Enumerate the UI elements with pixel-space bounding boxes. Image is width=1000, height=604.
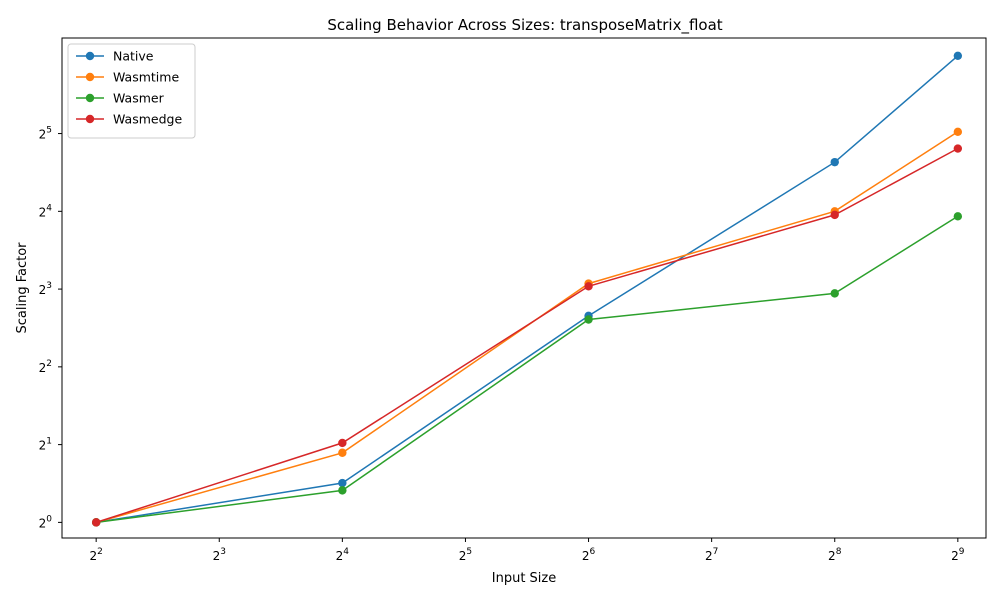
- legend-marker-wasmedge: [85, 114, 95, 124]
- data-point-wasmedge: [338, 438, 347, 448]
- data-point-wasmedge: [91, 518, 101, 527]
- legend-marker-native: [85, 51, 95, 61]
- x-tick-label: 23: [213, 547, 226, 563]
- data-point-wasmedge: [584, 282, 593, 291]
- legend-label-native: Native: [113, 49, 154, 64]
- data-point-native: [953, 51, 963, 60]
- series-native: [91, 51, 963, 527]
- y-tick-label: 21: [39, 437, 52, 453]
- y-tick-label: 22: [39, 359, 52, 375]
- data-point-wasmedge: [953, 144, 963, 153]
- legend: Native Wasmtime Wasmer Wasmedge: [67, 43, 196, 139]
- x-tick-label: 28: [828, 547, 842, 563]
- data-point-native: [338, 478, 347, 488]
- series-wasmer: [91, 212, 963, 527]
- x-tick-label: 27: [705, 547, 718, 563]
- y-tick-label: 23: [39, 281, 52, 297]
- series-line-wasmedge: [95, 147, 959, 524]
- plot-frame: [61, 37, 987, 539]
- series-line-native: [96, 55, 959, 524]
- series-line-wasmtime: [95, 131, 959, 524]
- data-point-wasmer: [953, 212, 963, 221]
- data-point-wasmedge: [830, 210, 839, 220]
- data-point-wasmtime: [338, 448, 347, 457]
- legend-label-wasmtime: Wasmtime: [113, 70, 179, 85]
- x-tick-label: 26: [582, 547, 596, 563]
- legend-marker-wasmer: [85, 93, 95, 103]
- x-tick-label: 25: [459, 547, 472, 563]
- x-tick-label: 24: [336, 547, 350, 563]
- y-tick-label: 25: [39, 126, 52, 142]
- data-point-native: [830, 157, 839, 167]
- y-axis-label: Scaling Factor: [15, 242, 30, 334]
- series-wasmedge: [91, 144, 963, 527]
- legend-marker-wasmtime: [85, 72, 95, 82]
- legend-label-wasmedge: Wasmedge: [113, 112, 182, 127]
- x-tick-label: 22: [89, 547, 102, 563]
- series-layer: [91, 51, 963, 527]
- data-point-wasmer: [830, 289, 839, 298]
- series-wasmtime: [91, 127, 963, 527]
- y-tick-label: 20: [39, 514, 53, 530]
- x-axis: 22 23 24 25 26 27 28 29: [89, 538, 965, 563]
- legend-box: [67, 43, 196, 139]
- data-point-wasmer: [584, 315, 593, 324]
- chart-title: Scaling Behavior Across Sizes: transpose…: [327, 16, 722, 35]
- data-point-wasmer: [338, 486, 347, 495]
- series-line-wasmer: [96, 215, 959, 524]
- y-axis: 20 21 22 23 24 25: [39, 126, 62, 530]
- y-tick-label: 24: [39, 203, 53, 219]
- x-tick-label: 29: [951, 547, 965, 563]
- legend-label-wasmer: Wasmer: [113, 91, 165, 106]
- x-axis-label: Input Size: [492, 571, 556, 586]
- data-point-wasmtime: [953, 127, 963, 137]
